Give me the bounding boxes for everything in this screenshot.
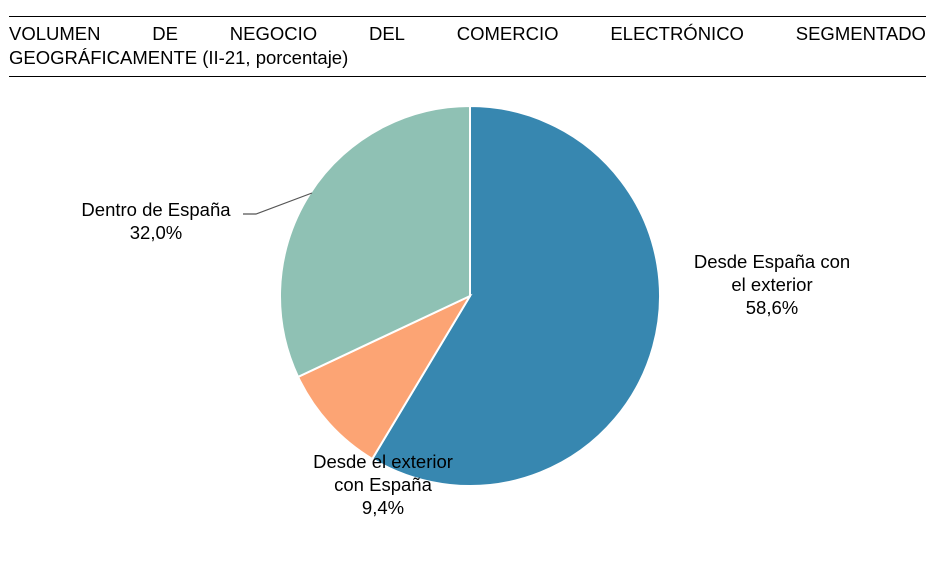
pie-slice — [370, 104, 662, 487]
slice-label: Desde el exterior — [313, 451, 453, 472]
chart-title-word: COMERCIO — [456, 23, 559, 44]
chart-title-word: ELECTRÓNICO — [610, 23, 744, 44]
chart-title-word: DEL — [368, 23, 405, 44]
chart-title-line1: VOLUMEN DE NEGOCIO DEL COMERCIO ELECTRÓNICO SE… — [9, 22, 926, 46]
chart-title-word: DE — [152, 23, 178, 44]
chart-title-word: VOLUMEN — [9, 23, 101, 44]
chart-title-word: SEGMENTADO — [795, 23, 926, 44]
pie-slice — [296, 293, 473, 461]
slice-label: con España — [334, 474, 432, 495]
leader-line — [243, 192, 313, 215]
slice-label: Desde España con — [694, 251, 850, 272]
slice-label: el exterior — [731, 274, 812, 295]
chart-title-word: NEGOCIO — [229, 23, 318, 44]
chart-title-line2: GEOGRÁFICAMENTE (II-21, porcentaje) — [9, 47, 349, 68]
slice-value-label: 32,0% — [130, 222, 182, 243]
slice-value-label: 58,6% — [746, 297, 798, 318]
slice-value-label: 9,4% — [362, 497, 404, 518]
chart-title: VOLUMEN DE NEGOCIO DEL COMERCIO ELECTRÓNICO SE… — [9, 16, 926, 77]
slice-label: Dentro de España — [81, 199, 231, 220]
